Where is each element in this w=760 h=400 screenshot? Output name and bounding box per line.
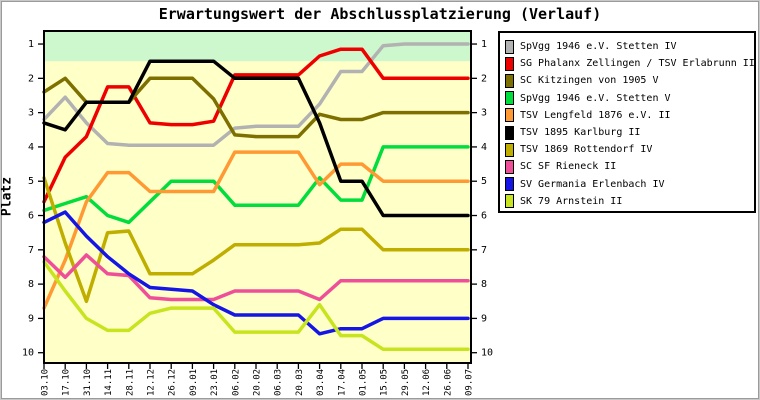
x-tick-label: 23.01 [210,369,220,396]
x-tick-label: 03.10 [41,369,51,396]
legend-item: SC Kitzingen von 1905 V [505,72,754,89]
legend-swatch [505,194,514,209]
legend-item: TSV Lengfeld 1876 e.V. II [505,107,754,124]
legend-label: SK 79 Arnstein II [520,195,623,207]
x-tick-label: 20.02 [253,369,263,396]
x-tick-label: 14.11 [104,369,114,396]
y-tick-label-right: 1 [481,39,487,50]
x-tick-label: 26.12 [168,369,178,396]
x-tick-label: 03.04 [316,369,326,396]
y-tick-label-left: 9 [28,313,34,324]
legend-label: SV Germania Erlenbach IV [520,178,665,190]
y-tick-label-right: 7 [481,245,487,256]
x-tick-label: 26.06 [443,369,453,396]
y-tick-label-left: 2 [28,73,34,84]
series-line-0 [42,42,470,147]
x-tick-label: 29.05 [401,369,411,396]
x-tick-label: 28.11 [125,369,135,396]
y-tick-label-right: 4 [481,142,487,153]
legend-swatch [505,39,514,54]
legend-swatch [505,56,514,71]
series-line-5 [42,59,470,218]
y-tick-label-right: 10 [481,348,493,359]
highlight-band [44,31,471,62]
x-tick-label: 20.03 [295,369,305,396]
legend-label: SpVgg 1946 e.V. Stetten IV [520,41,677,53]
legend-label: TSV 1895 Karlburg II [520,127,641,139]
series-line-1 [42,47,470,204]
legend-item: SpVgg 1946 e.V. Stetten IV [505,38,754,55]
legend-item: SG Phalanx Zellingen / TSV Erlabrunn II [505,55,755,72]
y-tick-label-left: 3 [28,108,34,119]
x-tick-label: 15.05 [380,369,390,396]
series-line-6 [42,176,470,304]
y-tick-label-right: 2 [481,73,487,84]
legend-item: SpVgg 1946 e.V. Stetten V [505,90,754,107]
y-tick-label-right: 9 [481,313,487,324]
legend-swatch [505,91,514,106]
y-tick-label-left: 4 [28,142,34,153]
y-tick-label-right: 6 [481,211,487,222]
x-tick-label: 31.10 [83,369,93,396]
legend-label: SC SF Rieneck II [520,161,617,173]
legend-label: SG Phalanx Zellingen / TSV Erlabrunn II [520,58,755,70]
y-tick-label-left: 1 [28,39,34,50]
x-tick-label: 12.12 [147,369,157,396]
legend-item: SC SF Rieneck II [505,158,754,175]
series-line-4 [42,150,470,310]
chart-title: Erwartungswert der Abschlussplatzierung … [158,5,602,23]
series-line-3 [42,145,470,225]
x-tick-label: 12.06 [422,369,432,396]
series-line-7 [42,253,470,302]
legend-swatch [505,142,514,157]
y-tick-label-left: 7 [28,245,34,256]
legend-item: SK 79 Arnstein II [505,193,754,210]
legend-label: SC Kitzingen von 1905 V [520,75,659,87]
legend-swatch [505,177,514,192]
plot-frame [43,30,472,364]
y-tick-label-left: 5 [28,176,34,187]
legend-swatch [505,108,514,123]
legend-label: TSV 1869 Rottendorf IV [520,144,653,156]
x-tick-label: 06.02 [231,369,241,396]
y-axis-label: Platz [0,176,15,217]
legend-label: SpVgg 1946 e.V. Stetten V [520,92,671,104]
x-tick-label: 17.10 [62,369,72,396]
y-tick-label-left: 6 [28,211,34,222]
x-tick-label: 06.03 [274,369,284,396]
x-tick-label: 09.01 [189,369,199,396]
y-tick-label-right: 8 [481,279,487,290]
legend-swatch [505,73,514,88]
legend-item: TSV 1895 Karlburg II [505,124,754,141]
series-line-9 [42,260,470,352]
x-tick-label: 01.05 [359,369,369,396]
y-tick-label-left: 10 [22,348,34,359]
y-tick-label-right: 5 [481,176,487,187]
plot-area [44,31,471,363]
y-tick-label-right: 3 [481,108,487,119]
series-line-8 [42,210,470,336]
x-tick-label: 09.07 [465,369,475,396]
y-tick-label-left: 8 [28,279,34,290]
legend-label: TSV Lengfeld 1876 e.V. II [520,109,671,121]
legend: SpVgg 1946 e.V. Stetten IV SG Phalanx Zel… [498,31,756,213]
legend-swatch [505,125,514,140]
legend-item: SV Germania Erlenbach IV [505,176,754,193]
x-tick-label: 17.04 [337,369,347,396]
legend-swatch [505,159,514,174]
legend-item: TSV 1869 Rottendorf IV [505,141,754,158]
